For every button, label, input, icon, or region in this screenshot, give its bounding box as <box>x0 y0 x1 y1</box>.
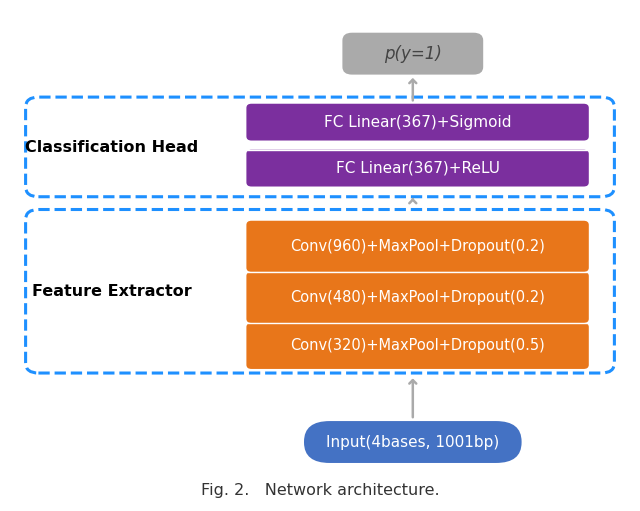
Text: Feature Extractor: Feature Extractor <box>32 284 192 299</box>
Text: Classification Head: Classification Head <box>26 140 198 155</box>
FancyBboxPatch shape <box>246 323 589 369</box>
Text: Fig. 2.   Network architecture.: Fig. 2. Network architecture. <box>201 483 439 498</box>
FancyBboxPatch shape <box>246 104 589 141</box>
Text: Conv(480)+MaxPool+Dropout(0.2): Conv(480)+MaxPool+Dropout(0.2) <box>290 290 545 305</box>
FancyBboxPatch shape <box>304 421 522 463</box>
FancyBboxPatch shape <box>342 33 483 75</box>
FancyBboxPatch shape <box>246 150 589 187</box>
Text: FC Linear(367)+ReLU: FC Linear(367)+ReLU <box>335 160 500 176</box>
FancyBboxPatch shape <box>246 221 589 272</box>
Text: Input(4bases, 1001bp): Input(4bases, 1001bp) <box>326 434 499 450</box>
Text: FC Linear(367)+Sigmoid: FC Linear(367)+Sigmoid <box>324 114 511 130</box>
Text: p(y=1): p(y=1) <box>384 44 442 63</box>
Text: Conv(960)+MaxPool+Dropout(0.2): Conv(960)+MaxPool+Dropout(0.2) <box>290 239 545 254</box>
FancyBboxPatch shape <box>246 272 589 323</box>
Text: Conv(320)+MaxPool+Dropout(0.5): Conv(320)+MaxPool+Dropout(0.5) <box>290 338 545 354</box>
